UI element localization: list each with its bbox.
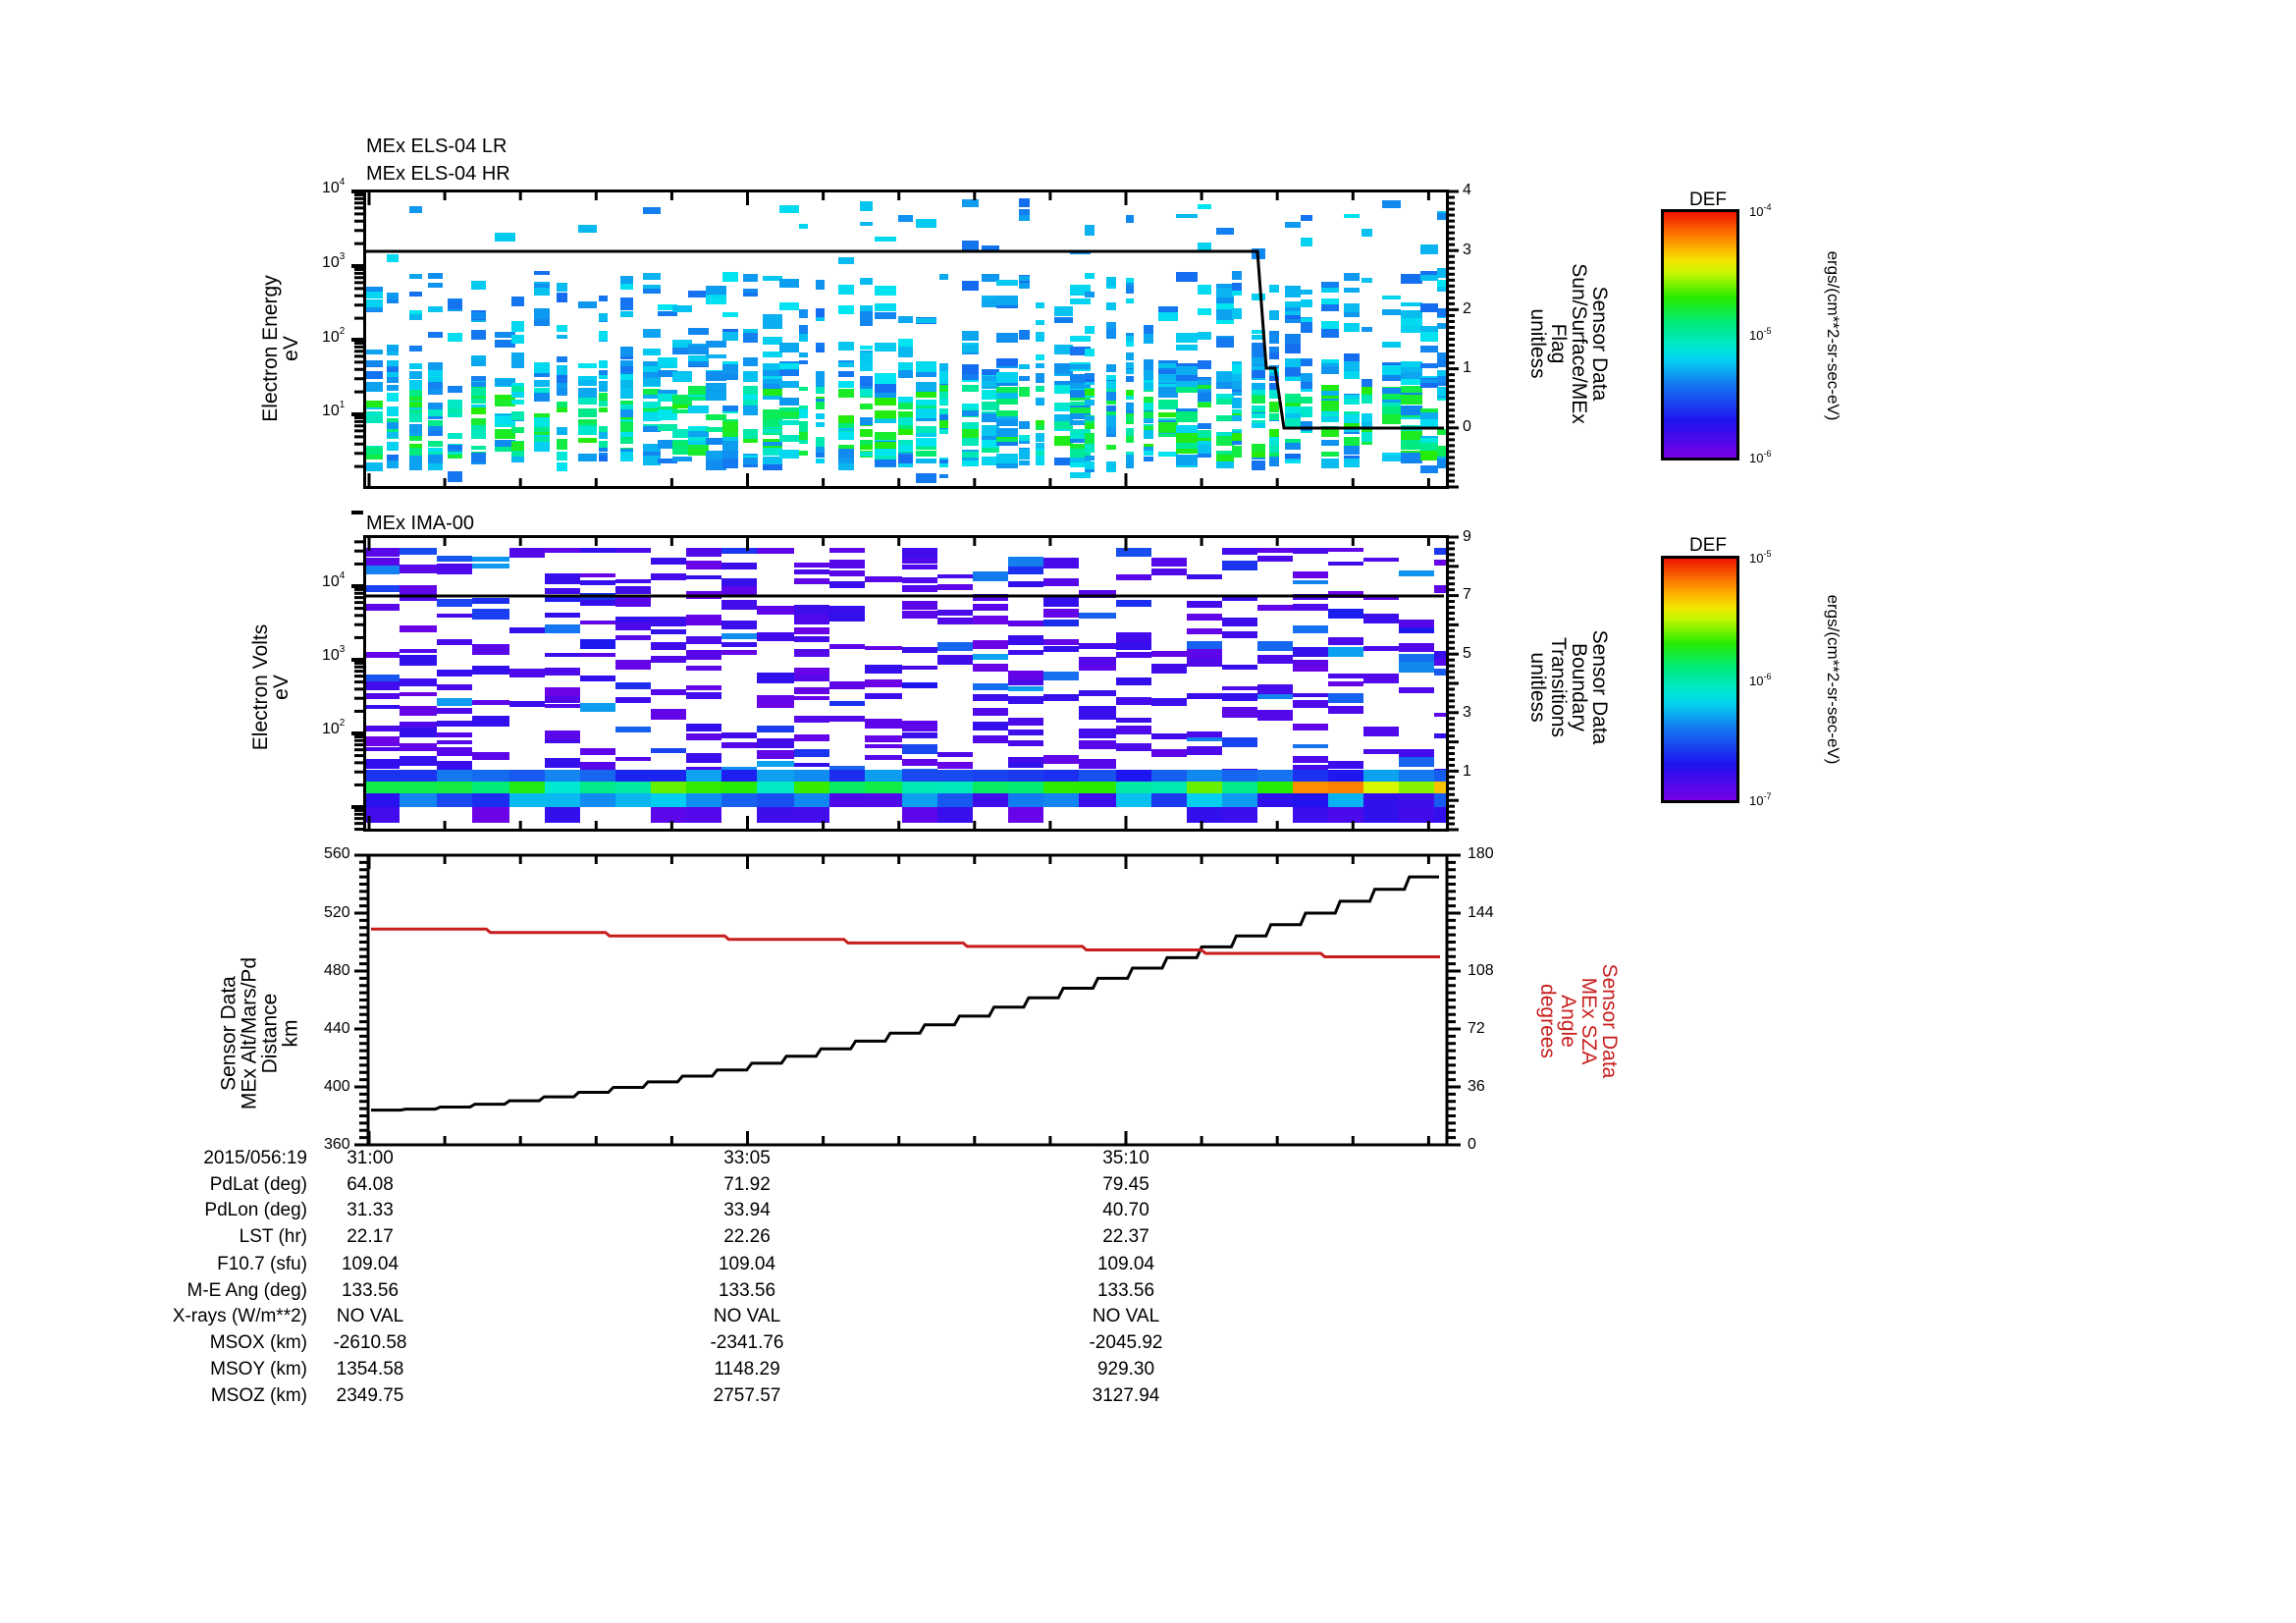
annotation-value: 3127.94 [1092, 1385, 1160, 1406]
annotation-value: 109.04 [341, 1254, 400, 1274]
annotation-value: NO VAL [713, 1306, 781, 1326]
panel2-rtick-9: 9 [1463, 528, 1471, 545]
panel3-ytick-560: 560 [324, 845, 350, 862]
annotation-value: 109.04 [1096, 1254, 1155, 1274]
panel1-title-lr: MEx ELS-04 LR [366, 135, 507, 157]
panel1-rtick-1: 1 [1463, 359, 1471, 376]
panel1-rtick-2: 2 [1463, 300, 1471, 317]
annotation-value: 133.56 [341, 1280, 400, 1301]
els-spectrogram [363, 189, 1449, 489]
colorbar1-title: DEF [1689, 189, 1727, 210]
annotation-value: 2757.57 [713, 1385, 781, 1406]
annotation-label: 2015/056:19 [203, 1148, 307, 1168]
panel1-ytick-1e2: 102 [322, 326, 346, 346]
annotation-value: 71.92 [723, 1174, 771, 1195]
panel1-ytick-1e3: 103 [322, 251, 346, 271]
annotation-label: LST (hr) [239, 1226, 307, 1247]
annotation-value: 133.56 [718, 1280, 776, 1301]
panel2-rtick-5: 5 [1463, 645, 1471, 662]
annotation-value: 133.56 [1096, 1280, 1155, 1301]
panel3-ytick-440: 440 [324, 1020, 350, 1037]
panel2-rtick-7: 7 [1463, 586, 1471, 603]
panel2-rtick-3: 3 [1463, 704, 1471, 721]
annotation-value: 64.08 [347, 1174, 394, 1195]
annotation-label: X-rays (W/m**2) [172, 1306, 307, 1326]
panel3-ytick-520: 520 [324, 904, 350, 921]
panel3-rtick-144: 144 [1468, 904, 1494, 921]
annotation-value: 31.33 [347, 1200, 394, 1220]
panel2-ytick-1e2: 102 [322, 718, 346, 737]
panel3-rtick-108: 108 [1468, 962, 1494, 979]
annotation-value: -2045.92 [1089, 1332, 1163, 1353]
colorbar2-tick-top: 10-5 [1749, 549, 1772, 566]
panel3-ytick-480: 480 [324, 962, 350, 979]
panel1-rtick-0: 0 [1463, 418, 1471, 435]
annotation-value: 31:00 [347, 1148, 394, 1168]
panel3-ytick-360: 360 [324, 1136, 350, 1153]
panel3-ytick-400: 400 [324, 1078, 350, 1095]
annotation-value: NO VAL [1092, 1306, 1160, 1326]
colorbar1-tick-mid: 10-5 [1749, 326, 1772, 343]
panel3-rtick-72: 72 [1468, 1020, 1485, 1037]
panel3-right-axis-label: Sensor Data MEx SZA Angle degrees [1536, 963, 1621, 1079]
panel1-rtick-4: 4 [1463, 182, 1471, 198]
annotation-label: MSOX (km) [209, 1332, 307, 1353]
annotation-value: -2610.58 [333, 1332, 407, 1353]
annotation-value: 35:10 [1102, 1148, 1149, 1168]
colorbar2-tick-mid: 10-6 [1749, 672, 1772, 688]
panel1-ytick-1e4: 104 [322, 177, 346, 196]
annotation-value: 22.17 [347, 1226, 394, 1247]
panel1-rtick-3: 3 [1463, 242, 1471, 258]
annotation-value: 33.94 [723, 1200, 771, 1220]
annotation-value: 33:05 [723, 1148, 771, 1168]
annotation-value: 1354.58 [336, 1359, 404, 1380]
colorbar1-tick-top: 10-4 [1749, 202, 1772, 219]
annotation-label: M-E Ang (deg) [187, 1280, 308, 1301]
colorbar1-tick-bottom: 10-6 [1749, 449, 1772, 465]
panel3-rtick-0: 0 [1468, 1136, 1476, 1153]
annotation-label: PdLat (deg) [209, 1174, 307, 1195]
panel3-rtick-36: 36 [1468, 1078, 1485, 1095]
annotation-label: MSOZ (km) [210, 1385, 307, 1406]
annotation-value: 79.45 [1102, 1174, 1149, 1195]
panel3-rtick-180: 180 [1468, 845, 1494, 862]
colorbar1 [1661, 209, 1739, 460]
panel2-ytick-1e4: 104 [322, 570, 346, 590]
annotation-value: 109.04 [718, 1254, 776, 1274]
colorbar2-tick-bottom: 10-7 [1749, 791, 1772, 808]
panel1-ytick-1e1: 101 [322, 400, 346, 419]
annotation-label: PdLon (deg) [204, 1200, 307, 1220]
annotation-value: 929.30 [1096, 1359, 1155, 1380]
annotation-label: MSOY (km) [210, 1359, 307, 1380]
annotation-value: 2349.75 [336, 1385, 404, 1406]
annotation-value: 1148.29 [714, 1359, 780, 1380]
annotation-value: 40.70 [1102, 1200, 1149, 1220]
annotation-value: -2341.76 [710, 1332, 784, 1353]
panel2-ytick-1e3: 103 [322, 644, 346, 664]
annotation-value: 22.26 [723, 1226, 771, 1247]
colorbar2-title: DEF [1689, 535, 1727, 556]
annotation-value: NO VAL [336, 1306, 404, 1326]
colorbar2 [1661, 556, 1739, 803]
annotation-value: 22.37 [1102, 1226, 1149, 1247]
annotation-label: F10.7 (sfu) [217, 1254, 307, 1274]
panel2-title: MEx IMA-00 [366, 513, 475, 534]
panel1-title-hr: MEx ELS-04 HR [366, 163, 510, 185]
ima-spectrogram [363, 535, 1449, 832]
panel2-rtick-1: 1 [1463, 763, 1471, 780]
